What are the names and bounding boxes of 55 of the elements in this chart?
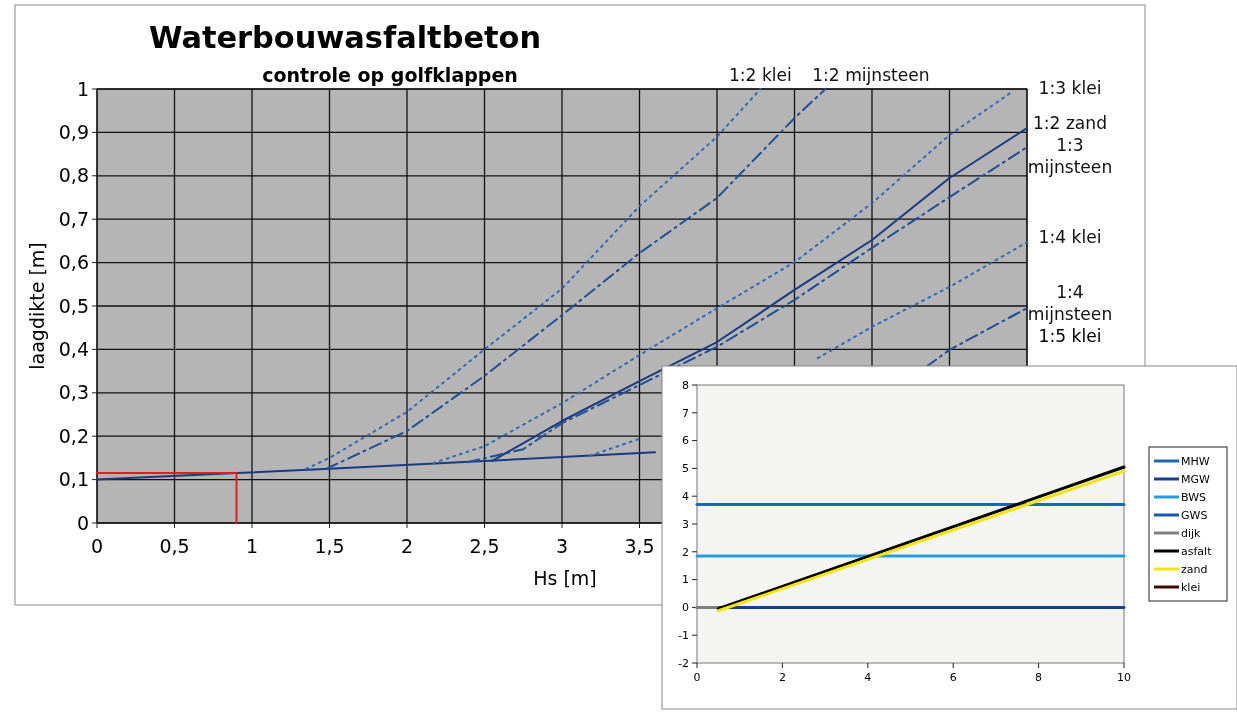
text: 1:5 klei — [1038, 325, 1102, 346]
y-tick-label: 0,9 — [58, 121, 89, 144]
y-tick-label: 6 — [682, 434, 689, 448]
x-tick-label: 3,5 — [624, 535, 655, 558]
y-tick-label: 0,2 — [58, 424, 89, 447]
series-label: 1:2 klei — [728, 65, 792, 85]
y-tick-label: 0,7 — [58, 207, 89, 230]
series-label: 1:2 zand — [1032, 112, 1108, 133]
x-tick-label: 0,5 — [159, 535, 190, 558]
x-tick-label: 0 — [693, 670, 701, 684]
x-tick-label: 10 — [1117, 670, 1131, 684]
y-tick-label: 1 — [76, 77, 89, 100]
x-tick-label: 3 — [555, 535, 569, 558]
x-tick-label: 0 — [90, 535, 104, 558]
series-label: 1:3 mijnsteen — [1027, 134, 1113, 177]
y-tick-label: 0 — [76, 511, 89, 534]
y-tick-label: 0,3 — [58, 381, 89, 404]
x-tick-label: 2 — [400, 535, 414, 558]
y-tick-label: 8 — [682, 378, 689, 392]
x-tick-label: 1,5 — [314, 535, 345, 558]
y-tick-label: 0 — [682, 601, 689, 615]
chart-subtitle: controle op golfklappen — [262, 64, 518, 86]
y-tick-label: 0,8 — [58, 164, 89, 187]
y-tick-label: -1 — [678, 629, 689, 643]
x-tick-label: 2 — [778, 670, 786, 684]
x-tick-label: 8 — [1035, 670, 1043, 684]
legend-label: asfalt — [1181, 544, 1213, 558]
legend-label: dijk — [1181, 526, 1202, 540]
series-label: 1:2 mijnsteen — [812, 65, 930, 85]
y-tick-label: 0,1 — [58, 468, 89, 491]
y-axis-title: laagdikte [m] — [26, 242, 48, 370]
y-tick-label: 0,6 — [58, 251, 89, 274]
y-tick-label: -2 — [678, 656, 689, 670]
legend-label: BWS — [1181, 490, 1207, 504]
series-label: 1:4 mijnsteen — [1027, 281, 1113, 324]
x-tick-label: 1 — [245, 535, 259, 558]
y-tick-label: 0,4 — [58, 338, 89, 361]
legend-label: GWS — [1181, 508, 1208, 522]
x-tick-label: 2,5 — [469, 535, 500, 558]
x-tick-label: 6 — [949, 670, 957, 684]
legend-label: zand — [1181, 562, 1208, 576]
y-tick-label: 4 — [682, 490, 689, 504]
y-tick-label: 5 — [682, 462, 689, 476]
series-label: 1:4 klei — [1038, 226, 1102, 247]
y-tick-label: 7 — [682, 406, 689, 420]
y-tick-label: 3 — [682, 517, 689, 531]
legend-label: MHW — [1181, 454, 1210, 468]
x-axis-title: Hs [m] — [533, 567, 597, 589]
x-tick-label: 4 — [864, 670, 872, 684]
series-label: 1:3 klei — [1038, 77, 1102, 98]
legend-label: klei — [1181, 580, 1201, 594]
y-tick-label: 1 — [682, 573, 689, 587]
chart-title: Waterbouwasfaltbeton — [148, 20, 542, 55]
y-tick-label: 0,5 — [58, 294, 89, 317]
legend-label: MGW — [1181, 472, 1211, 486]
